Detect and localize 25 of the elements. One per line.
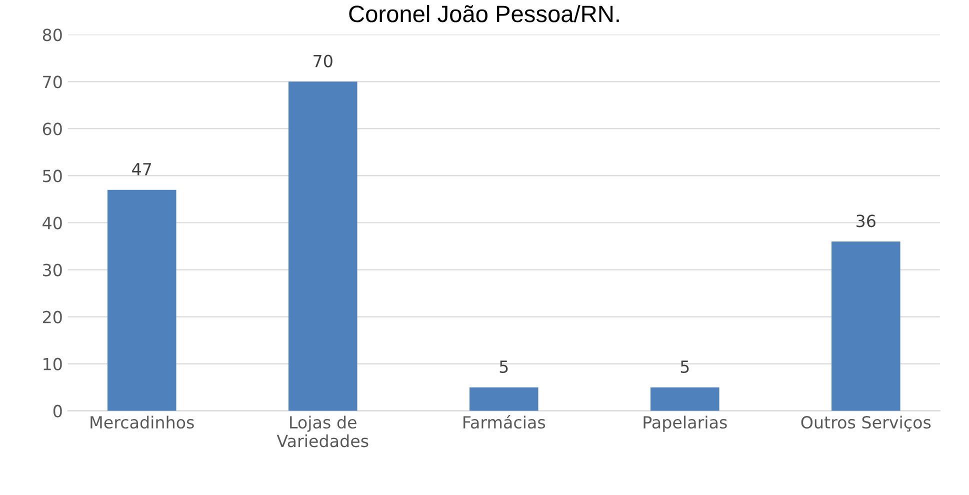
chart-title: Coronel João Pessoa/RN. [349, 4, 619, 22]
bar [650, 387, 720, 411]
y-tick-label: 80 [42, 28, 62, 42]
y-tick-label: 20 [42, 310, 62, 324]
x-tick-label: Lojas de Variedades [276, 416, 368, 448]
bar [832, 242, 900, 411]
x-tick-label: Papelarias [644, 416, 727, 432]
y-tick-label: 30 [43, 264, 62, 276]
data-label: 5 [680, 360, 689, 373]
y-tick-label: 10 [44, 358, 62, 370]
data-label: 36 [856, 214, 876, 228]
x-tick-label: Mercadinhos [90, 416, 194, 429]
y-tick-label: 0 [53, 404, 62, 418]
x-tick-label: Farmácias [464, 415, 546, 429]
data-label: 5 [500, 360, 508, 373]
y-tick-label: 70 [43, 76, 62, 88]
data-label: 70 [314, 54, 332, 68]
bar [469, 387, 538, 411]
bar [288, 82, 358, 411]
x-tick-label: Outros Serviços [801, 416, 931, 432]
data-label: 47 [132, 163, 152, 176]
bar [107, 190, 176, 411]
y-tick-label: 50 [43, 170, 62, 182]
y-tick-label: 60 [42, 122, 62, 136]
y-tick-label: 40 [42, 216, 62, 230]
